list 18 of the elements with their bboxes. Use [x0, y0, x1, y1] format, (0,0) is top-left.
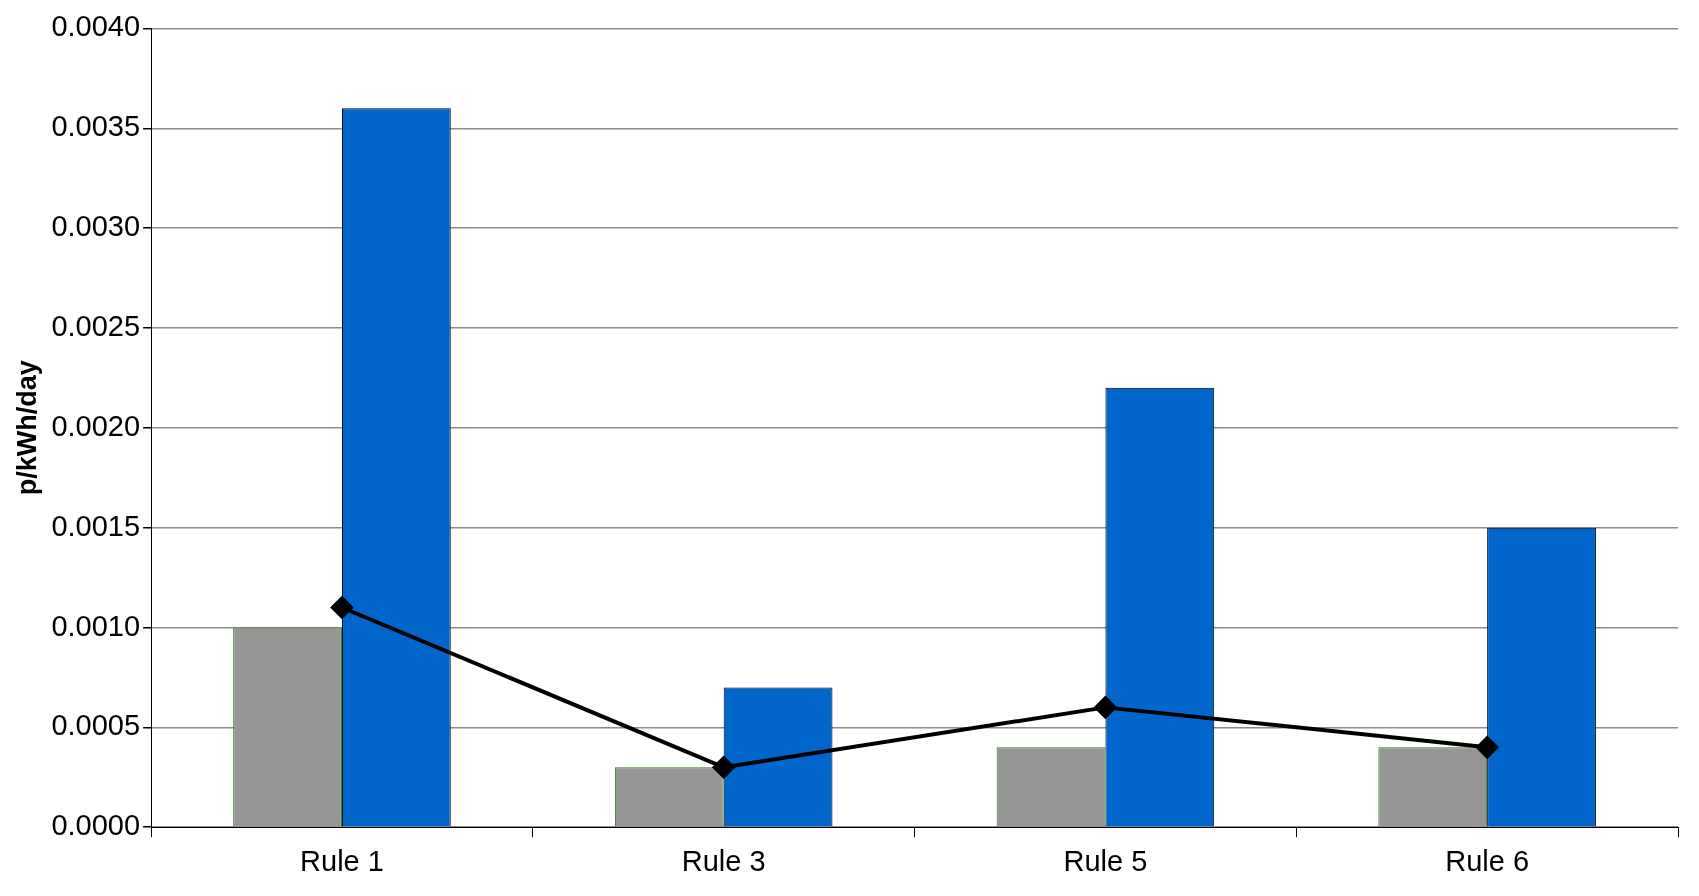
y-tick-label: 0.0040 [51, 10, 141, 43]
y-tick-label: 0.0035 [51, 110, 141, 143]
x-tick-label: Rule 3 [681, 844, 766, 877]
y-tick-label: 0.0015 [51, 509, 141, 542]
x-tick-label: Rule 6 [1445, 844, 1530, 877]
y-axis-title: p/kWh/day [11, 360, 42, 496]
y-tick-label: 0.0005 [51, 709, 141, 742]
y-tick-label: 0.0000 [51, 809, 141, 842]
x-tick-label: Rule 1 [300, 844, 384, 877]
y-tick-label: 0.0030 [51, 210, 141, 243]
point [330, 596, 353, 619]
point [712, 756, 735, 779]
y-tick-label: 0.0010 [51, 609, 141, 642]
y-tick-label: 0.0020 [51, 409, 141, 442]
point [1094, 696, 1117, 719]
y-tick-label: 0.0025 [51, 309, 141, 342]
point [1476, 736, 1499, 759]
x-tick-label: Rule 5 [1063, 844, 1148, 877]
